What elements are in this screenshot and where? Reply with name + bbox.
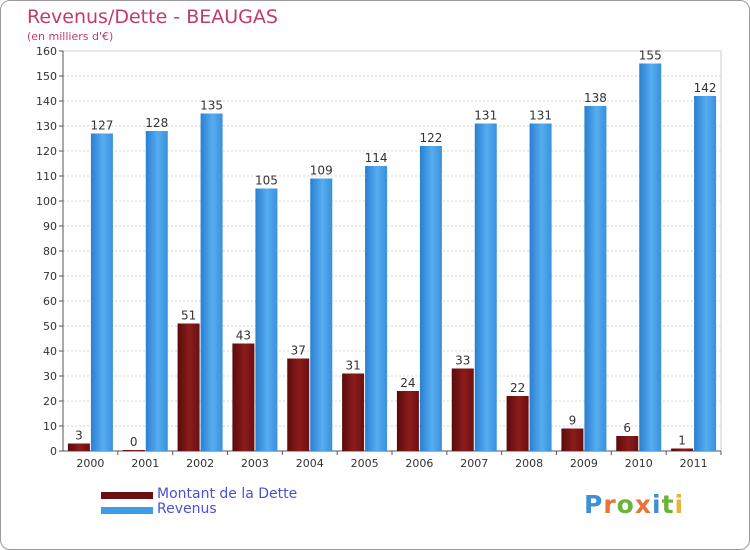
data-label-debt: 43: [236, 329, 251, 343]
data-label-debt: 31: [345, 359, 360, 373]
legend-swatch-debt: [101, 492, 153, 499]
x-tick-label: 2008: [515, 457, 543, 470]
data-label-revenue: 131: [474, 109, 497, 123]
data-label-debt: 33: [455, 354, 470, 368]
x-tick-label: 2009: [570, 457, 598, 470]
bar-debt: [616, 436, 639, 451]
data-label-revenue: 155: [639, 49, 662, 63]
x-tick-label: 2010: [625, 457, 653, 470]
y-tick-label: 0: [50, 445, 57, 458]
data-labels: 3 0 51 43 37 31 24 33 22 9 6 1 127 128 135 105 109 114 122…: [75, 49, 716, 450]
data-label-revenue: 128: [145, 116, 168, 130]
y-tick-label: 100: [36, 195, 57, 208]
data-label-revenue: 122: [419, 131, 442, 145]
y-tick-label: 110: [36, 170, 57, 183]
bar-debt: [67, 443, 90, 451]
bar-revenue: [694, 96, 717, 451]
data-label-debt: 9: [569, 414, 577, 428]
bar-debt: [122, 450, 145, 451]
data-label-debt: 51: [181, 309, 196, 323]
y-tick-label: 80: [43, 245, 57, 258]
bar-revenue: [200, 113, 223, 451]
bar-revenue: [90, 133, 113, 451]
logo-letter: r: [603, 490, 617, 519]
legend-label-revenue: Revenus: [157, 501, 217, 517]
logo-letter: x: [634, 490, 652, 519]
y-tick-label: 50: [43, 320, 57, 333]
data-label-debt: 37: [291, 344, 306, 358]
data-label-debt: 22: [510, 381, 525, 395]
bar-debt: [287, 358, 310, 451]
y-tick-label: 10: [43, 420, 57, 433]
y-tick-label: 120: [36, 145, 57, 158]
proxiti-logo: Proxiti: [584, 490, 684, 519]
logo-letter: t: [661, 490, 675, 519]
bar-debt: [561, 428, 584, 451]
data-label-debt: 0: [130, 435, 138, 449]
data-label-debt: 1: [678, 434, 686, 448]
bar-debt: [671, 448, 694, 451]
bar-debt: [232, 343, 255, 451]
x-tick-label: 2001: [131, 457, 159, 470]
axes: 0102030405060708090100110120130140150160…: [36, 45, 722, 470]
bars: [67, 63, 717, 451]
data-label-revenue: 114: [365, 151, 388, 165]
x-tick-label: 2011: [680, 457, 708, 470]
bar-debt: [177, 323, 200, 451]
y-tick-label: 140: [36, 95, 57, 108]
y-tick-label: 40: [43, 345, 57, 358]
x-tick-label: 2002: [186, 457, 214, 470]
bar-debt: [342, 373, 365, 451]
y-tick-label: 60: [43, 295, 57, 308]
bar-revenue: [310, 178, 333, 451]
x-tick-label: 2005: [351, 457, 379, 470]
y-tick-label: 160: [36, 45, 57, 58]
bar-debt: [396, 391, 419, 451]
data-label-revenue: 127: [90, 119, 113, 133]
logo-letter: i: [674, 490, 685, 519]
y-tick-label: 130: [36, 120, 57, 133]
y-tick-label: 70: [43, 270, 57, 283]
data-label-revenue: 105: [255, 174, 278, 188]
bar-debt: [451, 368, 474, 451]
legend-label-debt: Montant de la Dette: [157, 486, 298, 502]
bar-debt: [506, 396, 529, 451]
logo-letter: P: [584, 490, 604, 519]
data-label-debt: 3: [75, 429, 83, 443]
data-label-revenue: 135: [200, 99, 223, 113]
y-tick-label: 150: [36, 70, 57, 83]
x-tick-label: 2007: [460, 457, 488, 470]
bar-revenue: [365, 166, 388, 451]
logo-letter: i: [652, 490, 662, 519]
bar-revenue: [529, 123, 552, 451]
bar-revenue: [474, 123, 497, 451]
data-label-debt: 24: [400, 376, 415, 390]
x-tick-label: 2006: [405, 457, 433, 470]
bar-revenue: [419, 146, 442, 451]
data-label-revenue: 131: [529, 109, 552, 123]
chart-title: Revenus/Dette - BEAUGAS: [27, 6, 278, 28]
data-label-revenue: 138: [584, 91, 607, 105]
data-label-revenue: 109: [310, 164, 333, 178]
chart-subtitle: (en milliers d'€): [27, 30, 114, 43]
y-tick-label: 90: [43, 220, 57, 233]
y-tick-label: 30: [43, 370, 57, 383]
data-label-revenue: 142: [694, 81, 717, 95]
y-tick-label: 20: [43, 395, 57, 408]
bar-revenue: [255, 188, 278, 451]
logo-letter: o: [616, 490, 635, 519]
bar-revenue: [584, 106, 607, 451]
bar-revenue: [639, 63, 662, 451]
x-tick-label: 2004: [296, 457, 324, 470]
legend-swatch-revenue: [101, 507, 153, 514]
data-label-debt: 6: [623, 421, 631, 435]
x-tick-label: 2003: [241, 457, 269, 470]
bar-revenue: [145, 131, 168, 451]
x-tick-label: 2000: [76, 457, 104, 470]
grid-lines: [62, 50, 722, 452]
